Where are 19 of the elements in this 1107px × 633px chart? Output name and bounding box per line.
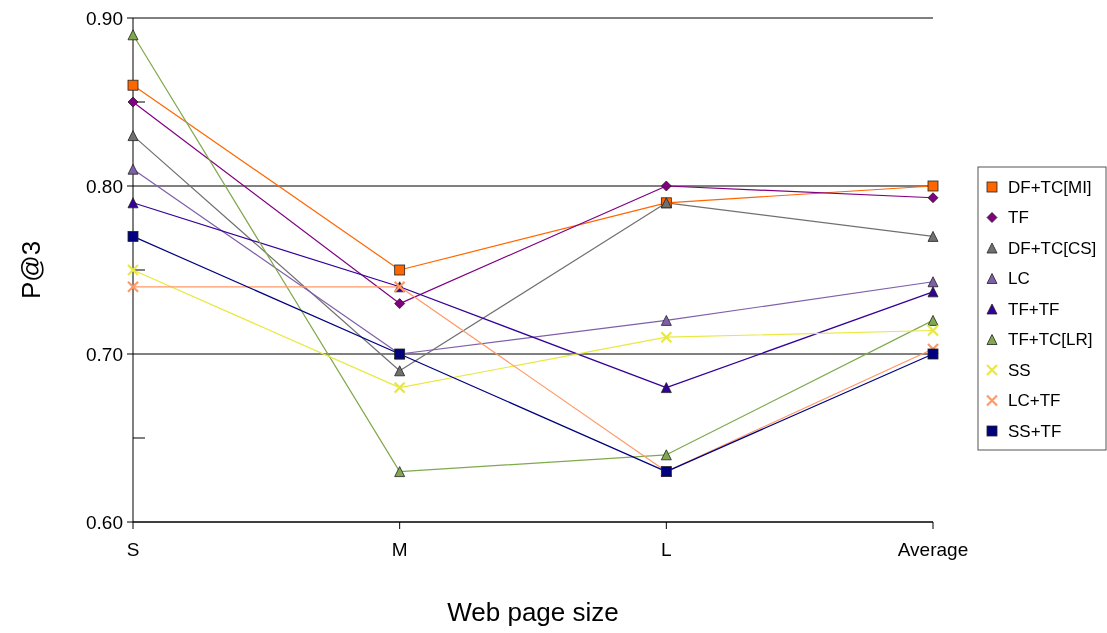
legend-label: DF+TC[MI] [1008, 177, 1092, 197]
legend-label: SS+TF [1008, 421, 1062, 441]
legend-label: LC [1008, 269, 1030, 289]
legend-label: SS [1008, 360, 1031, 380]
legend-label: DF+TC[CS] [1008, 238, 1097, 258]
x-tick-label: Average [897, 539, 969, 560]
legend-label: TF [1008, 208, 1029, 228]
x-tick-label: L [661, 539, 672, 560]
y-tick-label: 0.80 [86, 175, 123, 197]
legend-label: TF+TF [1008, 299, 1060, 319]
y-tick-label: 0.60 [86, 511, 123, 533]
y-tick-label: 0.70 [86, 343, 123, 365]
legend-label: LC+TF [1008, 391, 1061, 411]
x-tick-label: M [391, 539, 408, 560]
y-tick-label: 0.90 [86, 7, 123, 29]
legend-label: TF+TC[LR] [1008, 330, 1093, 350]
x-tick-label: S [126, 539, 140, 560]
y-axis-title: P@3 [16, 240, 46, 300]
x-axis-title: Web page size [447, 597, 619, 627]
